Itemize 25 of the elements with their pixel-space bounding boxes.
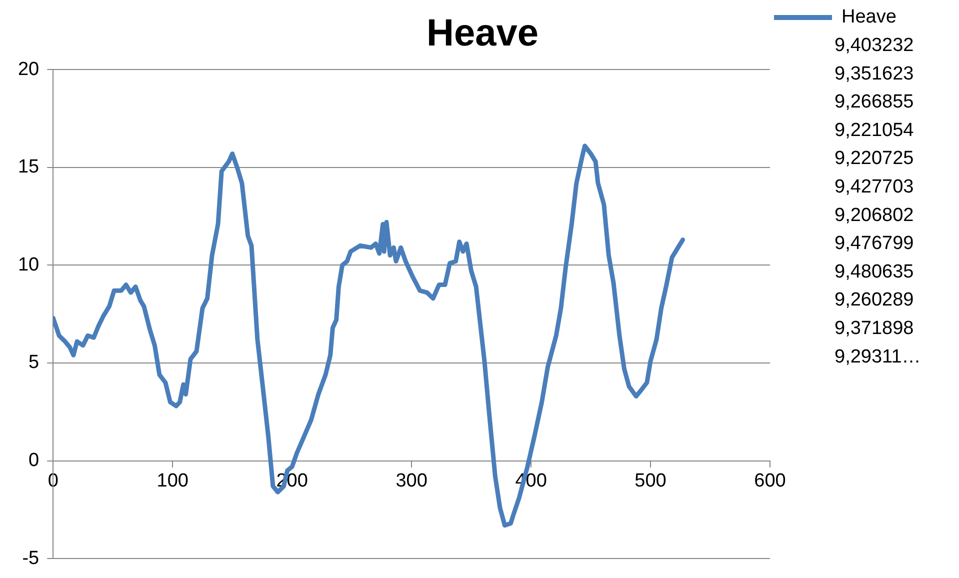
y-tick-label: 20: [18, 58, 40, 80]
y-tick-label: 5: [28, 352, 40, 374]
text: 9,221054: [834, 120, 914, 141]
y-tick-label: 15: [18, 156, 40, 178]
text: 9,403232: [834, 35, 914, 56]
y-tick-label: 0: [28, 450, 40, 472]
text: 9,29311…: [834, 346, 921, 368]
y-tick-label: -5: [22, 548, 40, 569]
text: 9,260289: [834, 290, 914, 311]
text: 9,266855: [834, 92, 914, 113]
x-tick-label: 300: [396, 470, 428, 492]
text: 9,220725: [834, 148, 914, 170]
x-tick-label: 100: [156, 470, 188, 492]
text: 9,427703: [834, 176, 914, 198]
text: 9,351623: [834, 63, 914, 84]
text: 9,371898: [834, 318, 914, 340]
y-tick-label: 10: [18, 254, 40, 276]
legend-label: Heave: [842, 6, 896, 28]
chart-title: Heave: [426, 12, 538, 54]
text: 9,206802: [834, 204, 914, 226]
text: 9,480635: [834, 261, 914, 282]
text: 9,476799: [834, 233, 914, 254]
x-tick-label: 500: [634, 470, 666, 492]
x-tick-label: 0: [48, 470, 58, 492]
x-tick-label: 600: [754, 470, 786, 492]
